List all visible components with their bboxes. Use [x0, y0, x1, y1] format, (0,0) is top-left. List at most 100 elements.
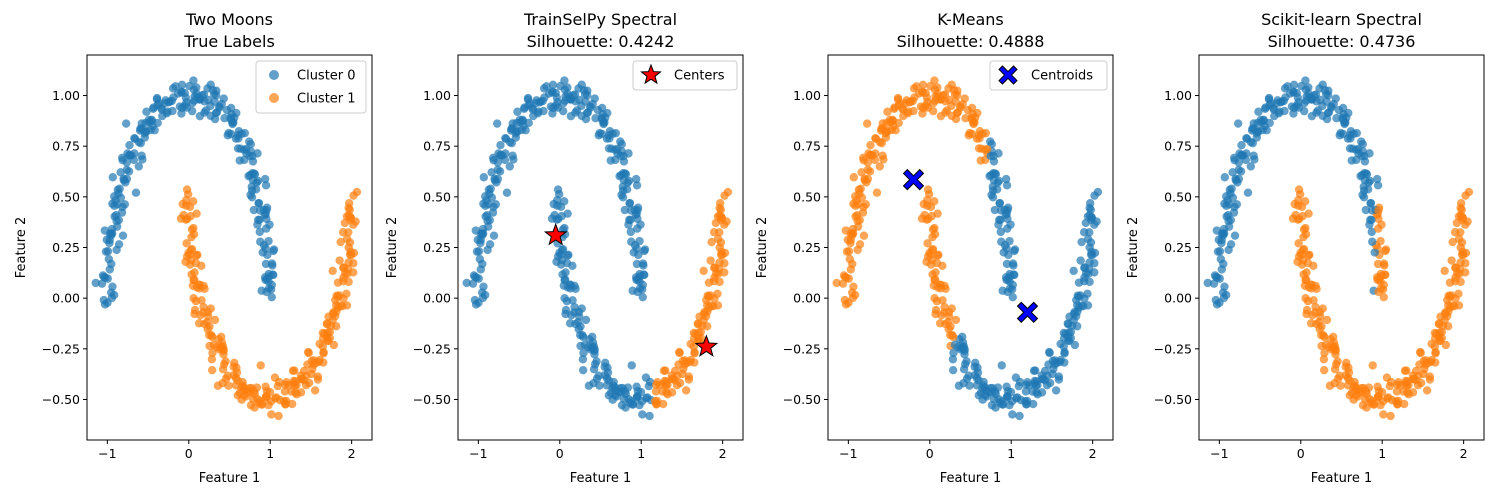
data-point [948, 330, 957, 340]
y-tick-label: 0.50 [1164, 189, 1192, 204]
data-point [1321, 340, 1331, 350]
data-point [91, 278, 100, 288]
data-point [715, 211, 724, 220]
data-point [967, 113, 976, 122]
data-point [1243, 188, 1253, 197]
data-point [340, 218, 350, 228]
data-point [483, 245, 492, 255]
data-point [709, 276, 719, 286]
center-star-marker [543, 222, 568, 246]
data-point [858, 153, 868, 163]
data-point [142, 107, 151, 116]
data-point [1440, 266, 1449, 276]
data-point [923, 97, 932, 107]
x-tick-label: −1 [469, 446, 487, 461]
data-point [268, 261, 277, 270]
data-point [515, 115, 525, 125]
data-point [1037, 388, 1047, 397]
data-point [1230, 231, 1240, 240]
data-point [1217, 265, 1227, 274]
y-tick-label: 1.00 [423, 88, 451, 103]
legend-marker [269, 93, 279, 103]
y-tick-label: 0.25 [423, 240, 451, 255]
data-point [1028, 399, 1038, 409]
y-tick-label: 0.75 [1164, 139, 1192, 154]
y-tick-label: −0.50 [42, 392, 80, 407]
data-point [267, 292, 276, 302]
data-point [255, 227, 264, 237]
data-point [908, 96, 917, 106]
data-point [1015, 411, 1024, 421]
data-point [200, 108, 209, 117]
legend-box [632, 60, 738, 91]
data-point [1232, 200, 1242, 209]
data-point [1431, 347, 1440, 357]
data-point [1294, 201, 1303, 210]
data-point [704, 303, 714, 312]
data-point [1437, 327, 1447, 337]
data-point [1411, 366, 1421, 376]
legend-label: Cluster 1 [297, 92, 356, 107]
data-point [947, 111, 956, 121]
legend: Cluster 0 Cluster 1 [255, 60, 367, 114]
data-point [125, 151, 134, 160]
data-point [553, 252, 563, 261]
data-point [631, 174, 641, 184]
data-point [296, 388, 306, 397]
data-point [581, 97, 590, 106]
data-point [961, 114, 970, 123]
data-point [1430, 334, 1440, 343]
data-point [1348, 144, 1357, 153]
data-point [261, 259, 271, 269]
y-tick-label: 0.00 [1164, 291, 1192, 306]
data-point [217, 332, 226, 342]
data-point [325, 333, 334, 343]
data-point [853, 245, 862, 255]
data-point [923, 239, 932, 248]
y-axis-label: Feature 2 [755, 217, 770, 279]
data-point [257, 400, 266, 409]
x-tick-label: −1 [1210, 446, 1228, 461]
data-point [997, 361, 1006, 370]
data-point [561, 268, 570, 277]
data-point [1456, 199, 1466, 208]
data-point [931, 268, 940, 277]
data-point [224, 381, 233, 390]
data-point [577, 304, 586, 313]
x-tick-label: 0 [556, 446, 564, 461]
data-point [1254, 107, 1263, 116]
x-tick-label: 2 [719, 446, 727, 461]
data-point [343, 264, 353, 274]
data-point [594, 371, 603, 380]
data-point [1416, 348, 1425, 358]
subplot-4: Scikit-learn Spectral Silhouette: 0.4736 −… [1126, 10, 1485, 486]
data-point [120, 200, 130, 209]
data-point [1399, 399, 1409, 409]
data-point [670, 366, 680, 376]
data-point [951, 97, 960, 106]
data-point [661, 366, 670, 375]
data-point [333, 303, 343, 312]
data-point [863, 174, 873, 184]
data-point [668, 374, 678, 384]
data-point [281, 399, 290, 409]
data-point [667, 388, 677, 397]
data-point [988, 186, 998, 195]
data-point [556, 81, 565, 91]
data-point [590, 346, 599, 356]
data-point [577, 111, 586, 121]
chart-title-line1: K-Means [937, 10, 1004, 29]
data-point [1289, 80, 1299, 89]
data-point [1427, 355, 1436, 365]
data-point [182, 239, 191, 248]
data-point [606, 156, 615, 165]
data-point [1361, 205, 1371, 215]
data-point [1079, 276, 1089, 286]
data-point [1425, 375, 1435, 384]
data-point [1437, 333, 1446, 343]
data-point [1279, 96, 1288, 106]
data-point [336, 237, 345, 247]
data-point [923, 252, 933, 261]
data-point [1331, 346, 1340, 356]
data-point [1458, 247, 1467, 257]
